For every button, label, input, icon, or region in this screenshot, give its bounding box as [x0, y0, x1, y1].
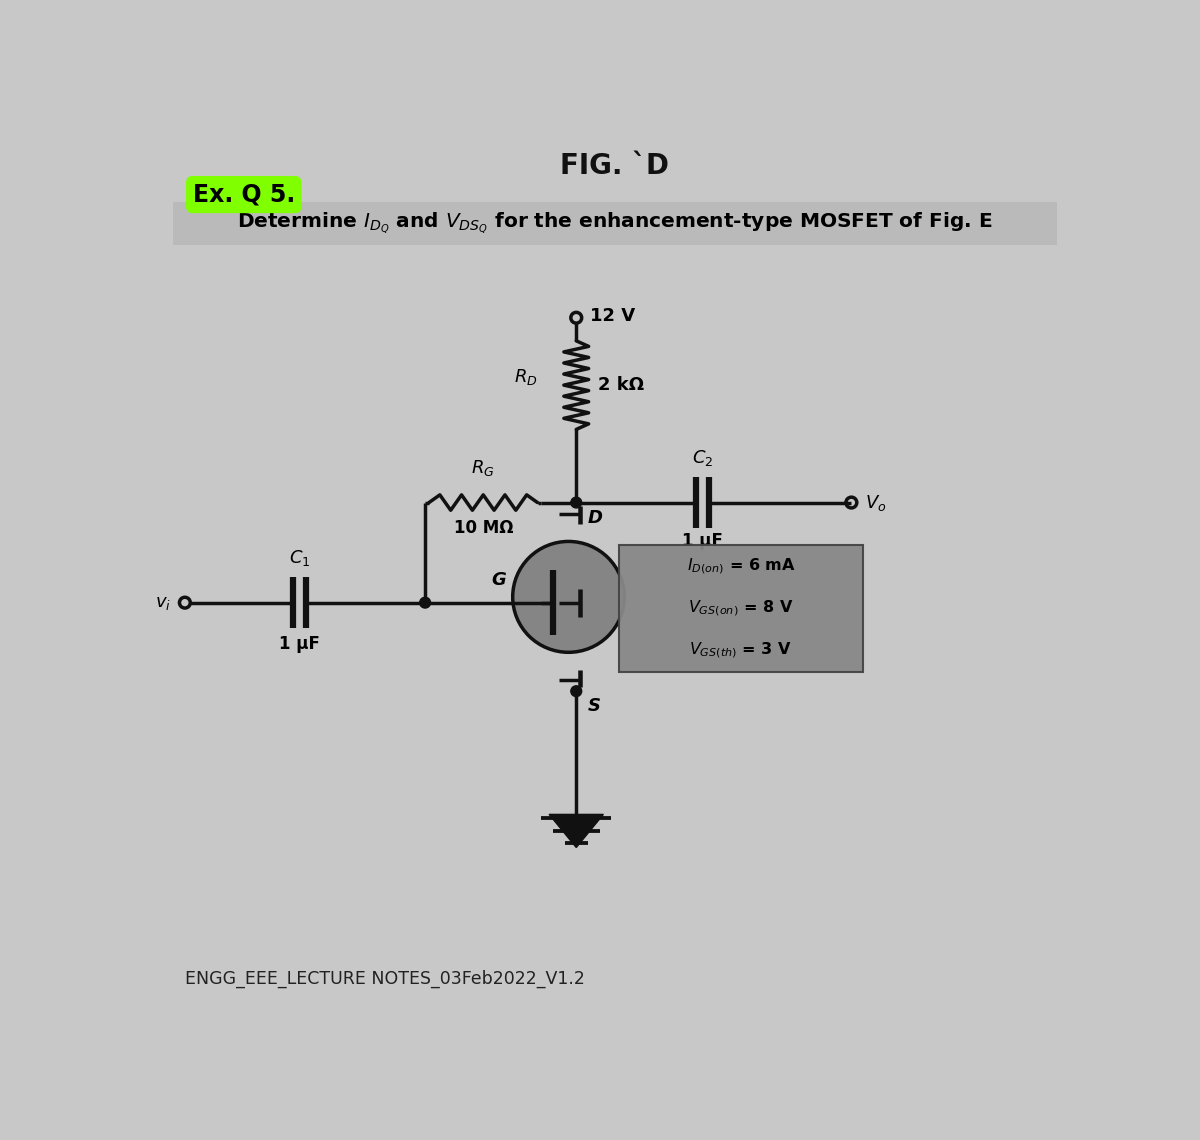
Text: $I_{D(on)}$ = 6 mA: $I_{D(on)}$ = 6 mA: [686, 556, 796, 576]
Text: $R_G$: $R_G$: [472, 458, 496, 478]
Text: FIG. `D: FIG. `D: [560, 153, 670, 180]
Text: Determine $I_{D_Q}$ and $V_{DS_Q}$ for the enhancement-type MOSFET of Fig. E: Determine $I_{D_Q}$ and $V_{DS_Q}$ for t…: [238, 211, 992, 236]
Circle shape: [420, 597, 431, 608]
Text: ENGG_EEE_LECTURE NOTES_03Feb2022_V1.2: ENGG_EEE_LECTURE NOTES_03Feb2022_V1.2: [185, 969, 584, 987]
Text: 12 V: 12 V: [590, 307, 635, 325]
Text: $v_i$: $v_i$: [155, 594, 170, 612]
Text: D: D: [588, 508, 602, 527]
Text: $C_2$: $C_2$: [692, 448, 714, 467]
Text: $R_D$: $R_D$: [514, 367, 538, 388]
Text: Ex. Q 5.: Ex. Q 5.: [193, 182, 295, 206]
FancyBboxPatch shape: [173, 202, 1057, 245]
Circle shape: [571, 497, 582, 508]
Polygon shape: [550, 814, 604, 847]
Text: 1 μF: 1 μF: [280, 635, 320, 653]
FancyBboxPatch shape: [619, 545, 863, 671]
Circle shape: [571, 686, 582, 697]
Text: 1 μF: 1 μF: [683, 531, 724, 549]
Text: S: S: [588, 698, 601, 716]
Text: $V_o$: $V_o$: [865, 492, 887, 513]
Circle shape: [512, 542, 624, 652]
Text: $C_1$: $C_1$: [289, 548, 311, 568]
Text: 2 kΩ: 2 kΩ: [598, 376, 644, 394]
Text: $V_{GS(th)}$ = 3 V: $V_{GS(th)}$ = 3 V: [690, 641, 792, 660]
Text: G: G: [491, 571, 506, 588]
Text: 10 MΩ: 10 MΩ: [454, 520, 514, 537]
Text: $V_{GS(on)}$ = 8 V: $V_{GS(on)}$ = 8 V: [689, 598, 793, 618]
